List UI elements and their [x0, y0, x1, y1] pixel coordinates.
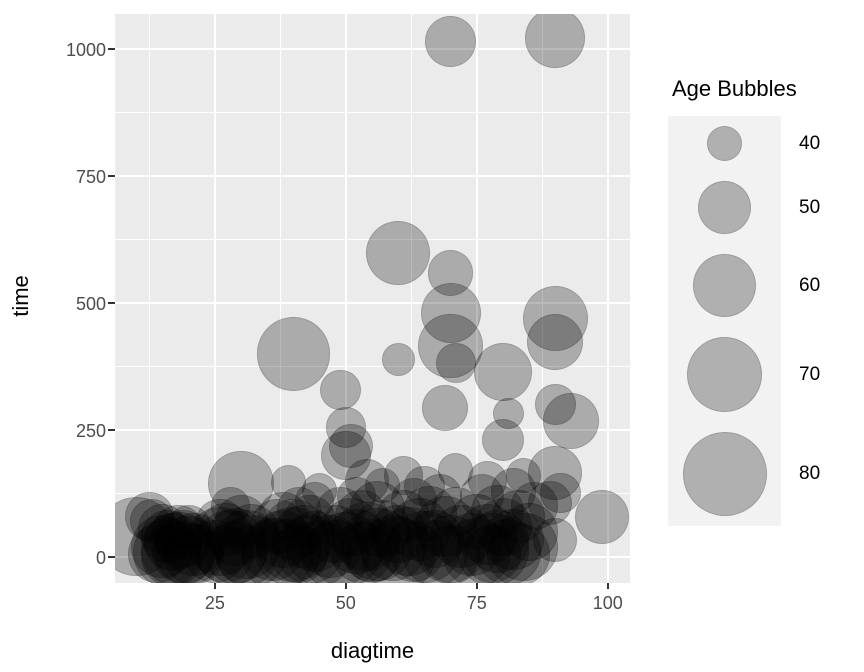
legend-item: 60: [668, 244, 820, 327]
legend: Age Bubbles 40 50 60 70 80: [668, 76, 820, 526]
y-tick-label: 1000: [65, 40, 106, 60]
bubble: [543, 392, 600, 449]
gridline-major-y: [115, 301, 630, 304]
y-tick-label: 500: [75, 293, 106, 314]
y-tick-label: 250: [75, 420, 106, 441]
bubble: [195, 499, 245, 549]
bubble: [527, 313, 584, 370]
legend-bubble-icon: [682, 432, 767, 516]
x-axis-title: diagtime: [330, 638, 415, 663]
bubble: [435, 342, 476, 384]
y-tick: [108, 48, 115, 50]
y-axis-title: time: [8, 275, 33, 317]
legend-value-label: 50: [799, 196, 821, 218]
bubble: [129, 499, 174, 544]
bubble: [525, 14, 586, 68]
legend-bubble-icon: [698, 181, 751, 234]
legend-title: Age Bubbles: [672, 76, 797, 101]
bubble: [473, 342, 532, 401]
y-tick: [108, 174, 115, 177]
gridline-minor-y: [115, 111, 630, 113]
bubble: [492, 397, 524, 429]
y-tick: [108, 555, 115, 558]
gridline-major-x: [606, 14, 609, 583]
legend-value-label: 40: [799, 132, 821, 154]
legend-item: 80: [668, 422, 820, 526]
legend-bubble-icon: [693, 254, 756, 317]
x-tick-label: 50: [335, 593, 356, 613]
gridline-minor-x: [148, 14, 150, 583]
bubble: [366, 221, 431, 286]
legend-item: 50: [668, 171, 820, 244]
gridline-minor-y: [115, 365, 630, 367]
bubble: [575, 489, 630, 544]
x-tick: [475, 583, 478, 589]
gridline-major-y: [115, 428, 630, 431]
bubble: [487, 522, 551, 583]
legend-item: 40: [668, 116, 820, 171]
y-tick: [108, 301, 115, 304]
bubble: [422, 385, 469, 432]
bubble: [424, 15, 477, 67]
legend-key: [668, 116, 781, 171]
bubble: [320, 369, 361, 411]
legend-key: [668, 422, 781, 526]
y-tick-label: 750: [75, 166, 106, 187]
bubble: [381, 343, 415, 377]
gridline-major-x: [213, 14, 216, 583]
y-tick-label: 0: [95, 547, 106, 568]
gridline-minor-x: [410, 14, 412, 583]
plot-panel: [115, 14, 630, 583]
gridline-major-y: [115, 48, 630, 50]
legend-value-label: 80: [799, 463, 821, 484]
x-tick-label: 75: [466, 593, 487, 613]
legend-value-label: 60: [799, 274, 821, 296]
legend-value-label: 70: [799, 363, 821, 385]
x-tick: [606, 583, 609, 589]
x-tick-label: 100: [592, 593, 623, 613]
legend-key: [668, 244, 781, 327]
bubble: [250, 499, 306, 554]
legend-key: [668, 171, 781, 244]
x-tick: [344, 583, 347, 589]
legend-bubble-icon: [707, 126, 742, 161]
gridline-major-x: [344, 14, 347, 583]
x-tick-label: 25: [204, 593, 225, 613]
legend-key: [668, 327, 781, 422]
legend-keys: 40 50 60 70 80: [668, 116, 820, 526]
gridline-minor-x: [279, 14, 281, 583]
legend-item: 70: [668, 327, 820, 422]
x-tick: [213, 583, 216, 589]
y-tick: [108, 428, 115, 431]
legend-bubble-icon: [687, 337, 762, 412]
bubble: [256, 316, 331, 391]
gridline-major-y: [115, 174, 630, 177]
